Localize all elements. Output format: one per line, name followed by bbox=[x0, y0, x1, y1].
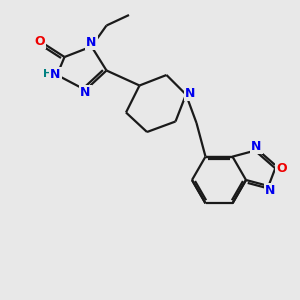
Text: N: N bbox=[265, 184, 275, 197]
Text: H: H bbox=[43, 69, 52, 80]
Text: N: N bbox=[251, 140, 262, 153]
Text: N: N bbox=[50, 68, 61, 81]
Text: O: O bbox=[276, 162, 286, 175]
Text: N: N bbox=[185, 86, 196, 100]
Text: N: N bbox=[86, 36, 97, 50]
Text: N: N bbox=[80, 86, 91, 99]
Text: O: O bbox=[34, 34, 45, 48]
